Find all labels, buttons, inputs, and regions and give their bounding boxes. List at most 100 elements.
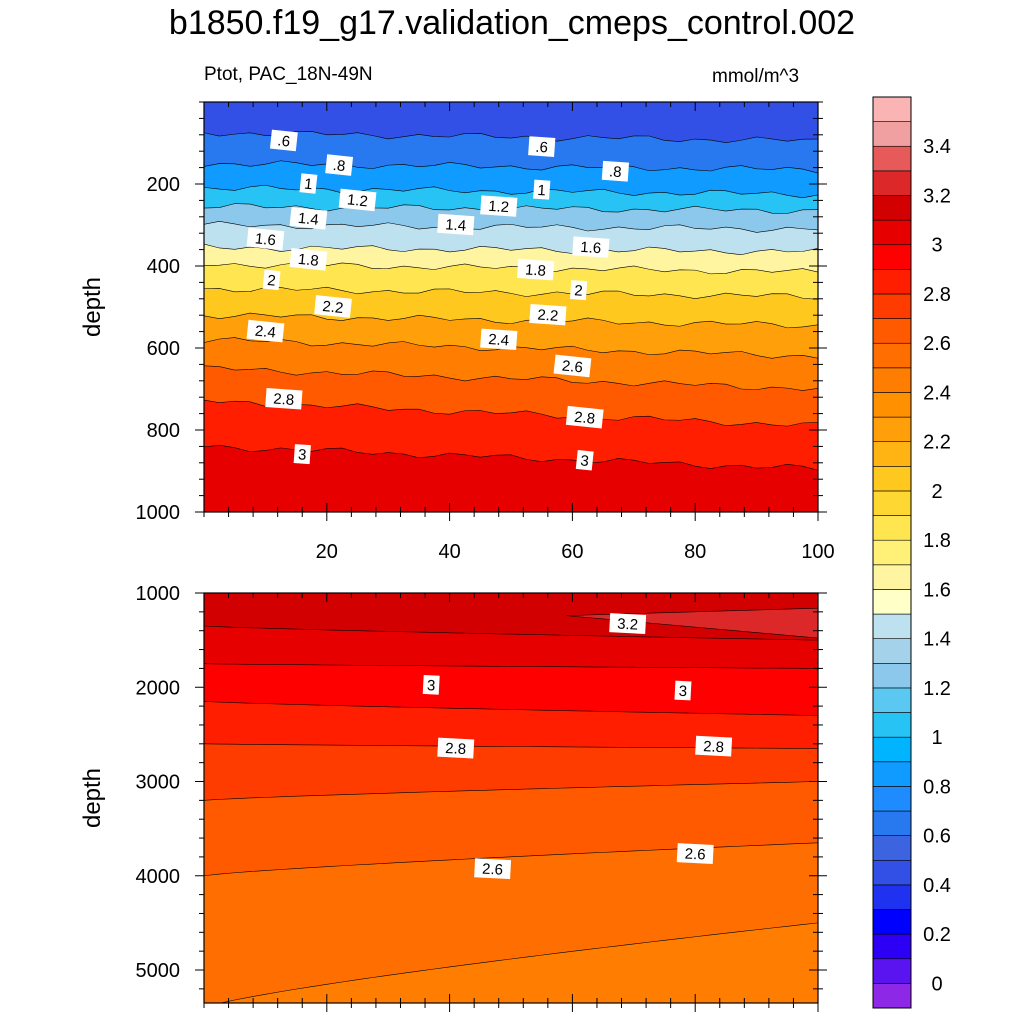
- contour-label-box: [314, 295, 352, 318]
- colorbar-box: [872, 884, 912, 910]
- contour-label-box: [529, 303, 567, 326]
- variable-region-label: Ptot, PAC_18N-49N: [204, 64, 373, 85]
- colorbar-tick-label: 0: [931, 973, 942, 995]
- contour-fill-group: [204, 102, 818, 512]
- contour-label-box: [553, 354, 592, 378]
- contour-label-text: .8: [332, 157, 346, 175]
- contour-label-text: .6: [535, 139, 549, 157]
- colorbar-tick-label: 0.2: [923, 924, 951, 946]
- colorbar-tick-label: 2.8: [923, 284, 951, 306]
- contour-label-text: 3: [297, 446, 307, 464]
- contour-line: [204, 663, 818, 669]
- contour-label-text: 3.2: [617, 616, 639, 634]
- colorbar-box: [872, 933, 912, 960]
- contour-line: [204, 312, 818, 329]
- contour-label-box: [695, 735, 733, 757]
- plot-frame: [203, 592, 819, 1004]
- contour-band: [204, 781, 818, 876]
- contour-line: [204, 365, 818, 391]
- contour-label-box: [565, 405, 604, 429]
- contour-band: [220, 922, 818, 1003]
- colorbar-tick-label: 2.6: [923, 333, 951, 355]
- colorbar-box: [872, 687, 912, 713]
- contour-label-box: [269, 129, 298, 152]
- colorbar-box: [872, 662, 912, 689]
- colorbar-frame: [872, 96, 912, 1009]
- contour-label-box: [516, 258, 555, 281]
- contour-band: [204, 337, 818, 391]
- contour-label-box: [338, 188, 377, 212]
- contour-label: 3: [575, 449, 594, 471]
- contour-label: 1.2: [338, 188, 377, 212]
- contour-label-box: [569, 280, 588, 301]
- contour-label-box: [325, 154, 354, 176]
- contour-line: [204, 243, 818, 256]
- contour-label-box: [437, 737, 475, 759]
- contour-label: 1.6: [246, 227, 285, 251]
- colorbar-box: [872, 564, 912, 590]
- colorbar-box: [872, 244, 912, 270]
- contour-label: 1: [533, 179, 551, 200]
- contour-label-text: 2.2: [322, 298, 345, 317]
- contour-label: 2.6: [474, 858, 512, 880]
- contour-band: [204, 593, 818, 641]
- contour-band: [204, 244, 818, 274]
- contour-band: [204, 625, 818, 669]
- contour-label-box: [246, 227, 285, 251]
- colorbar-box: [872, 810, 912, 836]
- contour-label: 1.8: [289, 248, 328, 271]
- contour-label-box: [528, 136, 556, 157]
- colorbar-tick-label: 3: [931, 235, 942, 257]
- contour-label: 1.4: [437, 213, 475, 236]
- contour-label-text: 1.6: [254, 230, 277, 249]
- contour-label: 2.4: [246, 319, 285, 343]
- colorbar-box: [872, 121, 912, 147]
- colorbar-box: [872, 392, 912, 418]
- contour-label-box: [533, 179, 551, 200]
- colorbar-box: [872, 589, 912, 615]
- contour-label-box: [289, 248, 328, 271]
- contour-label: 2.8: [565, 405, 604, 429]
- contour-band: [204, 287, 818, 328]
- contour-label-text: 1: [303, 176, 313, 194]
- colorbar-tick-label: 3.2: [923, 185, 951, 207]
- contour-label: 2.6: [553, 354, 592, 378]
- colorbar-box: [872, 170, 912, 196]
- contour-band: [204, 400, 818, 471]
- colorbar-box: [872, 983, 912, 1009]
- colorbar-box: [872, 859, 912, 886]
- contour-label-box: [293, 444, 311, 465]
- y-tick-label: 600: [147, 338, 180, 360]
- colorbar-tick-label: 1: [931, 727, 942, 749]
- contour-band: [204, 203, 818, 233]
- contour-label-box: [437, 213, 475, 236]
- colorbar-box: [872, 515, 912, 541]
- contour-label-box: [246, 319, 285, 343]
- contour-label: 3: [422, 674, 440, 695]
- contour-label-text: 1.2: [488, 198, 510, 216]
- colorbar-box: [872, 195, 912, 221]
- colorbar-box: [872, 367, 912, 393]
- contour-band: [204, 743, 818, 801]
- y-tick-label: 2000: [136, 677, 181, 699]
- colorbar-tick-label: 0.4: [923, 875, 951, 897]
- y-tick-label: 400: [147, 256, 180, 278]
- colorbar-box: [872, 466, 912, 492]
- contour-label-text: 1.8: [525, 261, 547, 279]
- y-axis-label: depth: [79, 277, 106, 337]
- colorbar-tick-label: 0.6: [923, 826, 951, 848]
- contour-label-text: 2.8: [703, 738, 725, 756]
- upper-depth-panel: 20 40 60 80 100 200 400 600 800 1000 depth .6 .6 .8 .8…: [79, 101, 835, 563]
- contour-line: [204, 625, 818, 641]
- colorbar-box: [872, 736, 912, 763]
- contour-label: .6: [269, 129, 298, 152]
- contour-label-text: 1.2: [346, 191, 369, 210]
- contour-label-text: 1.8: [297, 251, 320, 270]
- colorbar-box: [872, 145, 912, 172]
- contour-band: [204, 842, 818, 1003]
- colorbar-box: [872, 318, 912, 344]
- contour-label: 3: [293, 444, 311, 465]
- y-tick-label: 5000: [136, 960, 181, 982]
- contour-label: 1: [299, 173, 318, 194]
- contour-band: [204, 663, 818, 716]
